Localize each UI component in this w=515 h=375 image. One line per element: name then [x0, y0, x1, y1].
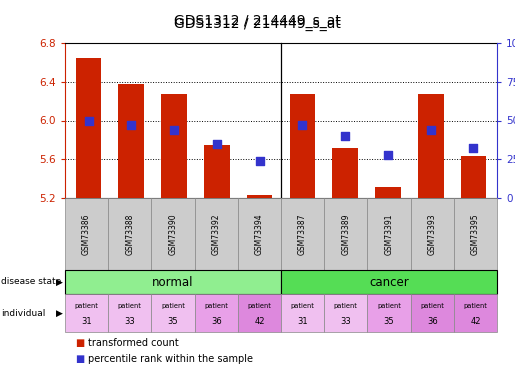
- Text: 42: 42: [254, 317, 265, 326]
- Point: [341, 133, 349, 139]
- Text: disease state: disease state: [1, 278, 61, 286]
- Point: [384, 152, 392, 157]
- Text: ▶: ▶: [56, 278, 62, 286]
- Text: GSM73391: GSM73391: [385, 213, 393, 255]
- Bar: [460, 156, 486, 198]
- Bar: [247, 195, 272, 198]
- Text: individual: individual: [1, 309, 45, 318]
- Text: patient: patient: [248, 303, 271, 309]
- Bar: [161, 94, 187, 198]
- Text: GSM73395: GSM73395: [471, 213, 480, 255]
- Point: [298, 122, 306, 128]
- Text: patient: patient: [75, 303, 98, 309]
- Text: GSM73387: GSM73387: [298, 213, 307, 255]
- Text: patient: patient: [377, 303, 401, 309]
- Text: patient: patient: [204, 303, 228, 309]
- Text: GSM73393: GSM73393: [427, 213, 437, 255]
- Text: 31: 31: [297, 317, 308, 326]
- Bar: [418, 94, 443, 198]
- Text: ▶: ▶: [56, 309, 62, 318]
- Text: cancer: cancer: [369, 276, 409, 288]
- Bar: [204, 145, 230, 198]
- Text: 33: 33: [340, 317, 351, 326]
- Text: GDS1312 / 214449_s_at: GDS1312 / 214449_s_at: [174, 16, 341, 31]
- Text: patient: patient: [334, 303, 358, 309]
- Text: GSM73389: GSM73389: [341, 213, 350, 255]
- Text: GSM73394: GSM73394: [255, 213, 264, 255]
- Bar: [375, 188, 401, 198]
- Text: 36: 36: [211, 317, 221, 326]
- Point: [255, 158, 264, 164]
- Text: 31: 31: [81, 317, 92, 326]
- Text: ■: ■: [75, 354, 84, 364]
- Text: GSM73392: GSM73392: [212, 213, 221, 255]
- Text: patient: patient: [290, 303, 315, 309]
- Point: [213, 141, 221, 147]
- Point: [170, 127, 178, 133]
- Bar: [118, 84, 144, 198]
- Text: patient: patient: [161, 303, 185, 309]
- Text: GSM73388: GSM73388: [125, 213, 134, 255]
- Text: patient: patient: [464, 303, 487, 309]
- Text: 36: 36: [427, 317, 438, 326]
- Text: 35: 35: [384, 317, 394, 326]
- Bar: [332, 148, 358, 198]
- Bar: [289, 94, 315, 198]
- Text: GSM73390: GSM73390: [168, 213, 178, 255]
- Point: [84, 117, 93, 123]
- Point: [426, 127, 435, 133]
- Text: GDS1312 / 214449_s_at: GDS1312 / 214449_s_at: [174, 15, 341, 28]
- Text: patient: patient: [118, 303, 142, 309]
- Text: 33: 33: [125, 317, 135, 326]
- Text: percentile rank within the sample: percentile rank within the sample: [88, 354, 253, 364]
- Point: [469, 146, 477, 152]
- Text: GSM73386: GSM73386: [82, 213, 91, 255]
- Text: 42: 42: [470, 317, 480, 326]
- Bar: [76, 57, 101, 198]
- Point: [127, 122, 135, 128]
- Text: ■: ■: [75, 338, 84, 348]
- Text: transformed count: transformed count: [88, 338, 179, 348]
- Text: patient: patient: [420, 303, 444, 309]
- Text: 35: 35: [168, 317, 178, 326]
- Text: normal: normal: [152, 276, 194, 288]
